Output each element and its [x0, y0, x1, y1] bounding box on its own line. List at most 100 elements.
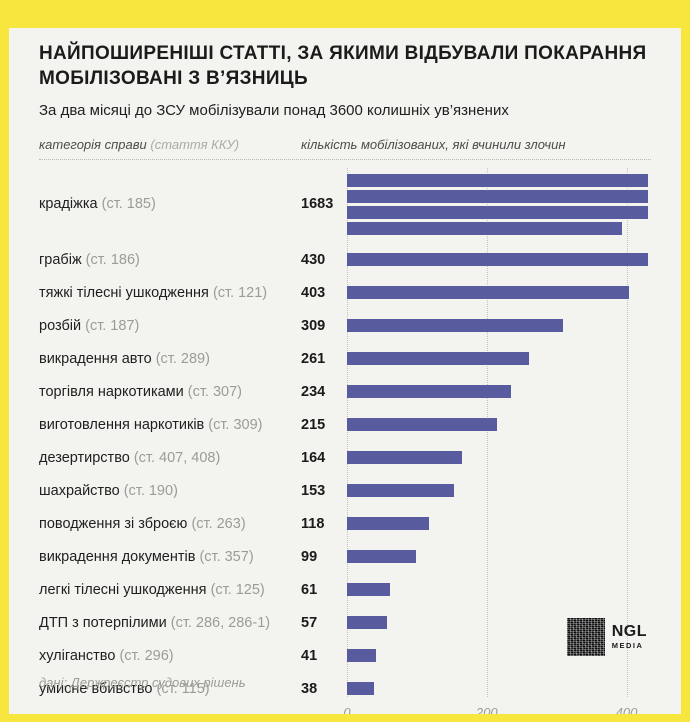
data-source: дані: Держреєстр судових рішень	[39, 675, 246, 690]
bar	[347, 517, 430, 531]
article-reference: (ст. 296)	[119, 647, 174, 664]
bar-group	[347, 682, 651, 696]
category-label: тяжкі тілесні ушкодження (ст. 121)	[39, 285, 301, 301]
value-label: 38	[301, 680, 318, 697]
bar-group	[347, 517, 651, 531]
chart-row: торгівля наркотиками (ст. 307) 234	[39, 384, 651, 400]
chart-row: крадіжка (ст. 185) 1683	[39, 173, 651, 235]
category-name: грабіж	[39, 251, 86, 268]
article-reference: (ст. 407, 408)	[133, 449, 221, 466]
category-label: крадіжка (ст. 185)	[39, 196, 301, 212]
bar	[347, 616, 387, 630]
article-reference: (ст. 125)	[210, 581, 265, 598]
value-label: 41	[301, 647, 318, 664]
chart-row: виготовлення наркотиків (ст. 309) 215	[39, 417, 651, 433]
category-name: тяжкі тілесні ушкодження	[39, 284, 213, 301]
chart-row: грабіж (ст. 186) 430	[39, 252, 651, 268]
logo-name: NGL	[611, 623, 647, 641]
bar	[347, 484, 454, 498]
category-header-article-note: (стаття ККУ)	[150, 136, 240, 152]
category-label: поводження зі зброєю (ст. 263)	[39, 516, 301, 532]
ngl-logo-icon	[566, 618, 605, 656]
category-name: поводження зі зброєю	[39, 515, 192, 532]
chart-row: викрадення авто (ст. 289) 261	[39, 351, 651, 367]
chart-row: хуліганство (ст. 296) 41	[39, 648, 651, 664]
category-name: дезертирство	[39, 449, 134, 466]
chart-row: легкі тілесні ушкодження (ст. 125) 61	[39, 582, 651, 598]
chart-row: шахрайство (ст. 190) 153	[39, 483, 651, 499]
bar	[347, 221, 622, 235]
category-label: умисне вбивство (ст. 115)	[39, 681, 301, 697]
category-label: хуліганство (ст. 296)	[39, 648, 301, 664]
bar-group	[347, 286, 651, 300]
chart-row: розбій (ст. 187) 309	[39, 318, 651, 334]
value-label: 118	[301, 515, 325, 532]
category-label: виготовлення наркотиків (ст. 309)	[39, 417, 301, 433]
value-label: 309	[301, 317, 326, 334]
value-label: 261	[301, 350, 326, 367]
column-headers: категорія справи (стаття ККУ) кількість …	[39, 137, 651, 160]
value-label: 215	[301, 416, 326, 433]
category-label: грабіж (ст. 186)	[39, 252, 301, 268]
column-header-count: кількість мобілізованих, які вчинили зло…	[301, 136, 566, 152]
category-label: викрадення документів (ст. 357)	[39, 549, 301, 565]
category-name: крадіжка	[39, 196, 102, 213]
bar	[347, 550, 417, 564]
bar-group	[347, 550, 651, 564]
category-label: легкі тілесні ушкодження (ст. 125)	[39, 582, 301, 598]
article-reference: (ст. 286, 286-1)	[170, 614, 271, 631]
category-name: легкі тілесні ушкодження	[39, 581, 211, 598]
bar-group	[347, 319, 651, 333]
bar-chart: крадіжка (ст. 185) 1683 грабіж (ст. 186) 43…	[39, 167, 651, 697]
bar	[347, 205, 648, 219]
chart-title: НАЙПОШИРЕНІШІ СТАТТІ, ЗА ЯКИМИ ВІДБУВАЛИ…	[39, 43, 647, 89]
value-label: 430	[301, 251, 326, 268]
category-label: ДТП з потерпілими (ст. 286, 286-1)	[39, 615, 301, 631]
bar-group	[347, 418, 651, 432]
value-label: 403	[301, 284, 326, 301]
chart-row: ДТП з потерпілими (ст. 286, 286-1) 57	[39, 615, 651, 631]
category-header-label: категорія справи	[39, 136, 147, 152]
chart-row: тяжкі тілесні ушкодження (ст. 121) 403	[39, 285, 651, 301]
article-reference: (ст. 289)	[155, 350, 210, 367]
value-label: 164	[301, 449, 326, 466]
axis-tick-label: 0	[343, 704, 351, 714]
category-name: викрадення авто	[39, 350, 156, 367]
chart-row: умисне вбивство (ст. 115) 38	[39, 681, 651, 697]
bar	[347, 352, 530, 366]
category-label: розбій (ст. 187)	[39, 318, 301, 334]
bar	[347, 189, 648, 203]
category-label: торгівля наркотиками (ст. 307)	[39, 384, 301, 400]
category-name: виготовлення наркотиків	[39, 416, 209, 433]
bar-group	[347, 649, 651, 663]
category-name: викрадення документів	[39, 548, 200, 565]
category-label: дезертирство (ст. 407, 408)	[39, 450, 301, 466]
column-header-category: категорія справи (стаття ККУ)	[39, 137, 301, 152]
chart-row: поводження зі зброєю (ст. 263) 118	[39, 516, 651, 532]
chart-rows: крадіжка (ст. 185) 1683 грабіж (ст. 186) 43…	[39, 173, 651, 697]
infographic-content: НАЙПОШИРЕНІШІ СТАТТІ, ЗА ЯКИМИ ВІДБУВАЛИ…	[9, 28, 681, 714]
category-name: торгівля наркотиками	[39, 383, 188, 400]
article-reference: (ст. 263)	[191, 515, 246, 532]
axis-ticks: 0 200 400	[343, 704, 651, 714]
logo-subtitle: MEDIA	[611, 641, 644, 651]
ngl-media-logo: NGL MEDIA	[566, 618, 647, 656]
article-reference: (ст. 187)	[85, 317, 140, 334]
bar-group	[347, 385, 651, 399]
value-label: 57	[301, 614, 318, 631]
category-label: викрадення авто (ст. 289)	[39, 351, 301, 367]
bar	[347, 253, 648, 267]
bar-group	[347, 583, 651, 597]
category-name: розбій	[39, 317, 86, 334]
bar	[347, 385, 511, 399]
article-reference: (ст. 309)	[208, 416, 263, 433]
value-label: 234	[301, 383, 326, 400]
article-reference: (ст. 121)	[212, 284, 268, 301]
bar	[347, 418, 498, 432]
chart-subtitle: За два місяці до ЗСУ мобілізували понад …	[39, 102, 509, 120]
article-reference: (ст. 115)	[156, 680, 210, 697]
bar-group	[347, 352, 651, 366]
axis-tick-label: 400	[615, 704, 638, 714]
bar-group	[347, 484, 651, 498]
